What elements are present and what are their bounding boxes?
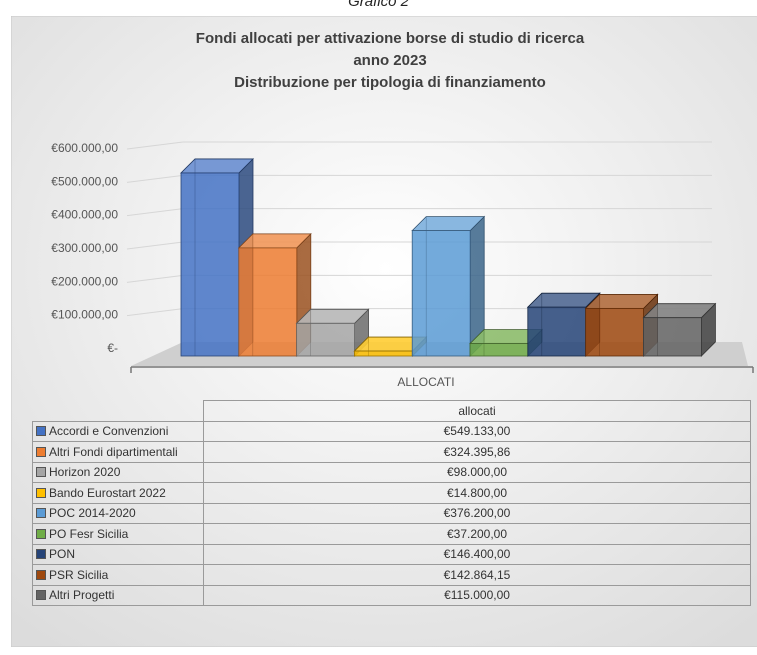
bar (585, 307, 644, 357)
legend-label-cell: Altri Progetti (32, 584, 204, 606)
legend-label-cell: PON (32, 543, 204, 565)
gridline (126, 308, 184, 317)
legend-swatch (36, 487, 46, 498)
chart-title-year: anno 2023 (353, 52, 426, 69)
legend-swatch (36, 528, 46, 539)
bar (353, 350, 413, 357)
bar (527, 306, 587, 357)
gridline (126, 241, 184, 250)
value-cell: €14.800,00 (203, 482, 751, 504)
gridline (126, 174, 184, 183)
table-header-row: allocati (33, 400, 751, 422)
figure-caption: Grafico 2 (348, 0, 409, 10)
legend-swatch (36, 508, 46, 519)
table-row: Horizon 2020 €98.000,00 (32, 461, 751, 483)
legend-label-cell: POC 2014-2020 (32, 502, 204, 524)
legend-swatch (36, 446, 46, 457)
y-tick-label: €300.000,00 (51, 241, 118, 255)
table-row: Altri Fondi dipartimentali €324.395,86 (32, 441, 751, 463)
series-name: Accordi e Convenzioni (49, 424, 169, 439)
legend-swatch (36, 569, 46, 580)
legend-label-cell: Bando Eurostart 2022 (32, 482, 204, 504)
value-cell: €146.400,00 (203, 543, 751, 565)
legend-label-cell: PO Fesr Sicilia (32, 523, 204, 545)
value-cell: €115.000,00 (203, 584, 751, 606)
bar (180, 172, 240, 357)
legend-swatch (36, 549, 46, 560)
series-name: PSR Sicilia (49, 567, 109, 582)
legend-swatch (36, 590, 46, 601)
series-name: PO Fesr Sicilia (49, 526, 129, 541)
legend-swatch (36, 426, 46, 437)
gridline (126, 141, 184, 150)
y-tick-label: €200.000,00 (51, 274, 118, 288)
series-name: Horizon 2020 (49, 465, 121, 480)
series-name: Altri Progetti (49, 588, 115, 603)
value-cell: €98.000,00 (203, 461, 751, 483)
data-table: allocati Accordi e Convenzioni €549.133,0… (32, 400, 751, 606)
y-tick-label: €400.000,00 (51, 208, 118, 222)
table-header-cell: allocati (203, 400, 751, 422)
bar (411, 230, 471, 357)
bar (296, 322, 356, 357)
series-name: PON (49, 547, 76, 562)
table-row: PSR Sicilia €142.864,15 (32, 564, 751, 586)
y-tick-label: €500.000,00 (51, 174, 118, 188)
plot-area: €- €100.000,00 €200.000,00 €300.000,00 €400.… (51, 141, 754, 373)
legend-label-cell: PSR Sicilia (32, 564, 204, 586)
value-cell: €549.133,00 (203, 420, 751, 442)
table-row: POC 2014-2020 €376.200,00 (32, 502, 751, 524)
legend-label-cell: Accordi e Convenzioni (32, 420, 204, 442)
legend-swatch (36, 467, 46, 478)
y-tick-label: €- (107, 341, 118, 355)
bar (238, 247, 298, 357)
legend-label-cell: Altri Fondi dipartimentali (32, 441, 204, 463)
chart-subtitle: Distribuzione per tipologia di finanziam… (234, 74, 546, 91)
table-row: PO Fesr Sicilia €37.200,00 (32, 523, 751, 545)
value-cell: €376.200,00 (203, 502, 751, 524)
y-tick-label: €100.000,00 (51, 308, 118, 322)
bar (469, 343, 529, 357)
chart-title: Fondi allocati per attivazione borse di … (196, 30, 585, 47)
table-row: Accordi e Convenzioni €549.133,00 (32, 420, 751, 442)
series-name: Altri Fondi dipartimentali (49, 444, 178, 459)
table-row: PON €146.400,00 (32, 543, 751, 565)
value-cell: €142.864,15 (203, 564, 751, 586)
value-cell: €37.200,00 (203, 523, 751, 545)
gridline (126, 274, 184, 283)
table-row: Bando Eurostart 2022 €14.800,00 (32, 482, 751, 504)
y-tick-label: €600.000,00 (51, 141, 118, 155)
series-name: POC 2014-2020 (49, 506, 136, 521)
category-axis-label: ALLOCATI (397, 375, 454, 389)
table-row: Altri Progetti €115.000,00 (32, 584, 751, 606)
series-name: Bando Eurostart 2022 (49, 485, 166, 500)
value-cell: €324.395,86 (203, 441, 751, 463)
gridline (126, 208, 184, 217)
legend-label-cell: Horizon 2020 (32, 461, 204, 483)
bar (643, 317, 702, 357)
